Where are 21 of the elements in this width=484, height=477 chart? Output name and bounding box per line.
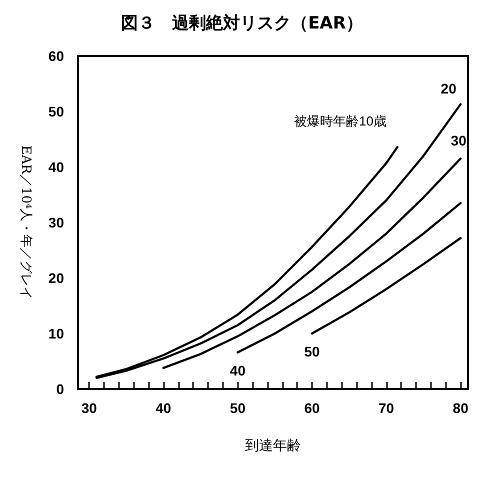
x-axis-title: 到達年齢	[245, 438, 301, 454]
x-tick-label: 70	[378, 400, 394, 416]
y-tick-label: 10	[48, 326, 64, 342]
y-tick-label: 40	[48, 159, 64, 175]
chart-title: 図３ 過剰絶対リスク（EAR）	[121, 14, 363, 34]
series-label: 30	[450, 132, 467, 149]
x-tick-label: 30	[81, 400, 98, 416]
series-label: 20	[440, 80, 457, 96]
x-tick-label: 80	[452, 400, 469, 416]
y-tick-label: 0	[56, 381, 64, 397]
series-label: 被爆時年齢10歳	[294, 114, 386, 129]
series-label: 50	[304, 344, 320, 360]
y-tick-label: 30	[48, 214, 64, 230]
y-tick-label: 20	[48, 270, 64, 286]
y-axis-title: EAR／10⁴人・年／グレイ	[18, 145, 33, 300]
x-tick-label: 40	[156, 400, 172, 416]
x-tick-label: 60	[304, 400, 320, 416]
x-tick-label: 50	[230, 400, 246, 416]
series-label: 40	[230, 362, 246, 378]
y-tick-label: 60	[48, 48, 64, 64]
y-tick-label: 50	[48, 104, 64, 120]
